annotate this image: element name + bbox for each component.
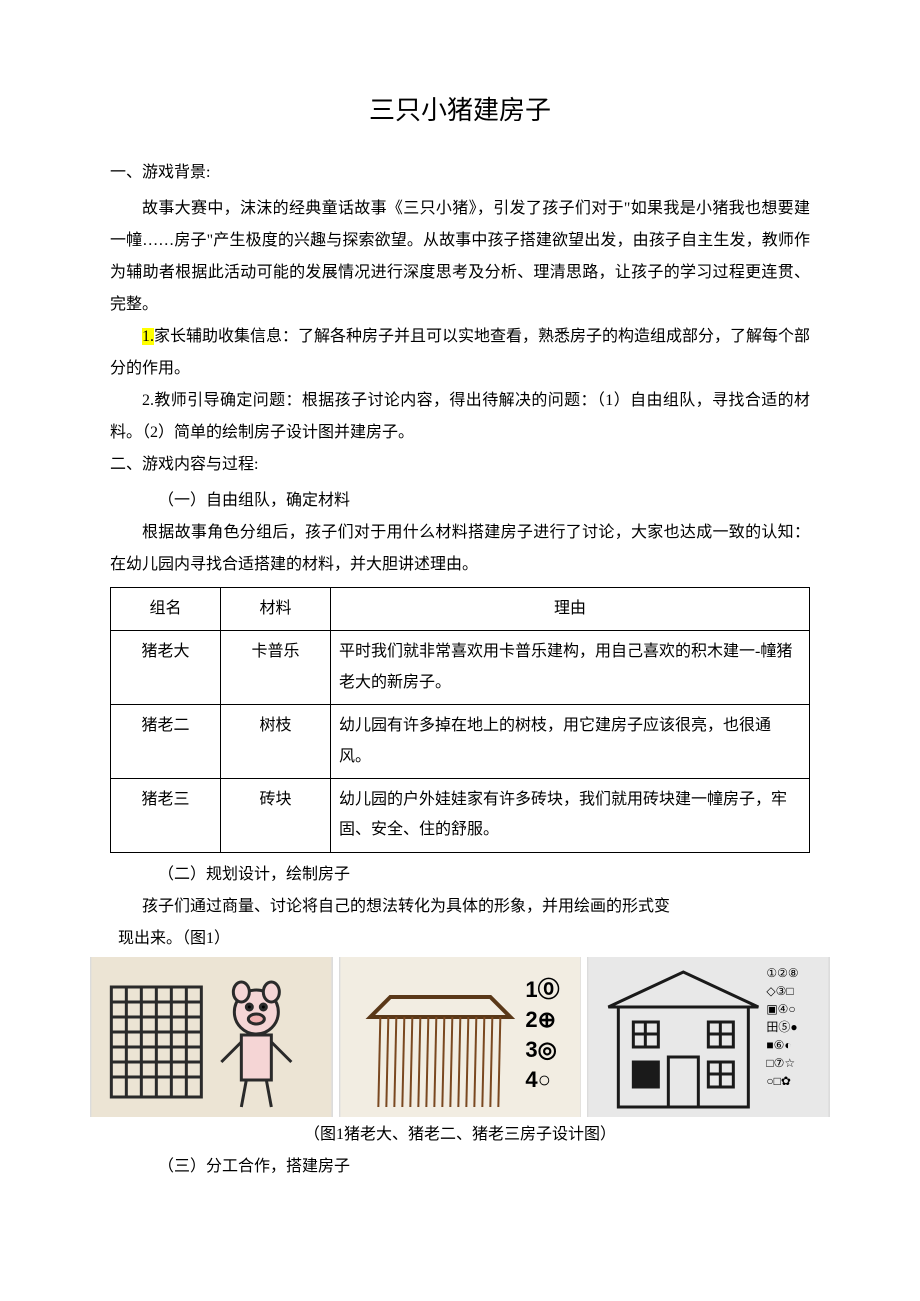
section2-sub1: （一）自由组队，确定材料	[110, 485, 810, 517]
drawing1-svg	[90, 957, 333, 1117]
svg-text:①②⑧: ①②⑧	[767, 966, 799, 980]
svg-text:3◎: 3◎	[525, 1037, 556, 1062]
svg-text:2⊕: 2⊕	[525, 1007, 556, 1032]
section2-heading: 二、游戏内容与过程:	[110, 449, 810, 481]
svg-text:田⑤●: 田⑤●	[767, 1020, 798, 1034]
table-header-material: 材料	[221, 588, 331, 631]
section1-paragraph3: 2.教师引导确定问题：根据孩子讨论内容，得出待解决的问题：（1）自由组队，寻找合…	[110, 385, 810, 449]
svg-text:□⑦☆: □⑦☆	[767, 1056, 796, 1070]
svg-text:◇③□: ◇③□	[767, 984, 794, 998]
section1-paragraph1: 故事大赛中，沫沫的经典童话故事《三只小猪》，引发了孩子们对于"如果我是小猪我也想…	[110, 193, 810, 321]
drawing-image-1	[90, 957, 333, 1117]
section2-sub2: （二）规划设计，绘制房子	[110, 859, 810, 891]
table-cell-material: 砖块	[221, 778, 331, 852]
section2-sub1-paragraph: 根据故事角色分组后，孩子们对于用什么材料搭建房子进行了讨论，大家也达成一致的认知…	[110, 517, 810, 581]
document-title: 三只小猪建房子	[110, 90, 810, 127]
section2-sub2-paragraph1: 孩子们通过商量、讨论将自己的想法转化为具体的形象，并用绘画的形式变	[110, 891, 810, 923]
drawing-image-3: ①②⑧ ◇③□ ▣④○ 田⑤● ■⑥◐ □⑦☆ ○□✿	[587, 957, 830, 1117]
table-cell-material: 卡普乐	[221, 631, 331, 705]
svg-text:▣④○: ▣④○	[767, 1002, 796, 1016]
drawing2-svg: 1⓪ 2⊕ 3◎ 4○	[339, 957, 582, 1117]
table-row: 猪老三 砖块 幼儿园的户外娃娃家有许多砖块，我们就用砖块建一幢房子，牢固、安全、…	[111, 778, 810, 852]
table-cell-reason: 幼儿园有许多掉在地上的树枝，用它建房子应该很亮，也很通风。	[331, 705, 810, 779]
section2-sub2-paragraph2: 现出来。（图1）	[110, 923, 810, 955]
table-header-reason: 理由	[331, 588, 810, 631]
table-cell-name: 猪老二	[111, 705, 221, 779]
svg-text:■⑥◐: ■⑥◐	[767, 1038, 792, 1052]
table-row: 猪老二 树枝 幼儿园有许多掉在地上的树枝，用它建房子应该很亮，也很通风。	[111, 705, 810, 779]
drawing-image-2: 1⓪ 2⊕ 3◎ 4○	[339, 957, 582, 1117]
table-header-row: 组名 材料 理由	[111, 588, 810, 631]
table-cell-reason: 平时我们就非常喜欢用卡普乐建构，用自己喜欢的积木建一-幢猪老大的新房子。	[331, 631, 810, 705]
materials-table: 组名 材料 理由 猪老大 卡普乐 平时我们就非常喜欢用卡普乐建构，用自己喜欢的积…	[110, 587, 810, 853]
image-caption: （图1猪老大、猪老二、猪老三房子设计图）	[110, 1119, 810, 1151]
section1-heading: 一、游戏背景:	[110, 157, 810, 189]
highlight-marker: 1.	[142, 328, 154, 345]
image-row: 1⓪ 2⊕ 3◎ 4○	[90, 957, 830, 1117]
table-cell-name: 猪老三	[111, 778, 221, 852]
drawing3-svg: ①②⑧ ◇③□ ▣④○ 田⑤● ■⑥◐ □⑦☆ ○□✿	[587, 957, 830, 1117]
table-cell-reason: 幼儿园的户外娃娃家有许多砖块，我们就用砖块建一幢房子，牢固、安全、住的舒服。	[331, 778, 810, 852]
svg-text:4○: 4○	[525, 1067, 551, 1092]
table-cell-material: 树枝	[221, 705, 331, 779]
section1-paragraph2: 1.家长辅助收集信息：了解各种房子并且可以实地查看，熟悉房子的构造组成部分，了解…	[110, 321, 810, 385]
table-header-name: 组名	[111, 588, 221, 631]
table-cell-name: 猪老大	[111, 631, 221, 705]
table-row: 猪老大 卡普乐 平时我们就非常喜欢用卡普乐建构，用自己喜欢的积木建一-幢猪老大的…	[111, 631, 810, 705]
svg-text:1⓪: 1⓪	[525, 977, 559, 1002]
svg-text:○□✿: ○□✿	[767, 1074, 792, 1088]
section1-p2-text: 家长辅助收集信息：了解各种房子并且可以实地查看，熟悉房子的构造组成部分，了解每个…	[110, 328, 810, 377]
section2-sub3: （三）分工合作，搭建房子	[110, 1151, 810, 1183]
